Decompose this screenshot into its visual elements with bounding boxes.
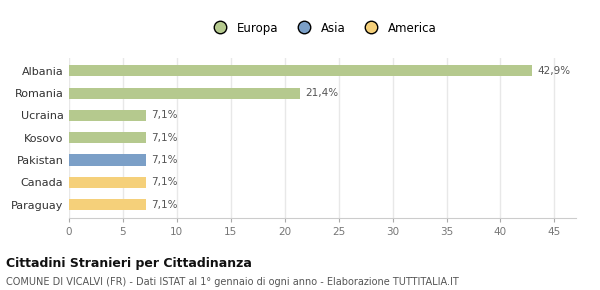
Bar	[69, 110, 146, 121]
Text: 7,1%: 7,1%	[151, 200, 178, 210]
Text: 7,1%: 7,1%	[151, 110, 178, 120]
Text: 7,1%: 7,1%	[151, 177, 178, 187]
Bar	[69, 199, 146, 210]
Text: Cittadini Stranieri per Cittadinanza: Cittadini Stranieri per Cittadinanza	[6, 257, 252, 270]
Text: 42,9%: 42,9%	[537, 66, 570, 76]
Bar	[69, 132, 146, 143]
Legend: Europa, Asia, America: Europa, Asia, America	[206, 19, 439, 37]
Bar	[69, 88, 300, 99]
Bar	[69, 177, 146, 188]
Text: 7,1%: 7,1%	[151, 133, 178, 143]
Text: 21,4%: 21,4%	[305, 88, 338, 98]
Text: 7,1%: 7,1%	[151, 155, 178, 165]
Text: COMUNE DI VICALVI (FR) - Dati ISTAT al 1° gennaio di ogni anno - Elaborazione TU: COMUNE DI VICALVI (FR) - Dati ISTAT al 1…	[6, 277, 459, 287]
Bar	[69, 155, 146, 166]
Bar	[69, 65, 532, 76]
